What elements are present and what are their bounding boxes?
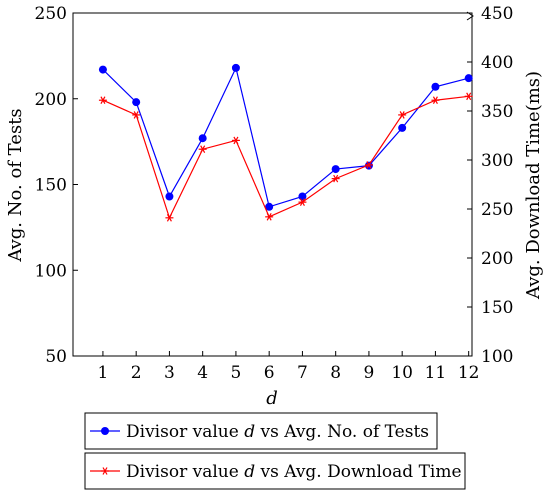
data-point: [431, 96, 440, 105]
plot-frame: [72, 11, 474, 357]
data-point: [331, 174, 340, 183]
right-tick-label: 100: [481, 347, 513, 367]
legend-marker-download: [101, 467, 109, 475]
legend-entry-tests: Divisor value d vs Avg. No. of Tests: [84, 412, 438, 450]
left-tick-label: 50: [45, 347, 67, 367]
x-tick-label: 8: [330, 363, 341, 383]
legend-marker-tests: [101, 427, 109, 435]
right-axis-ticks: 100 150 200 250 300 350 400 450: [467, 4, 513, 367]
series-2: [98, 92, 473, 222]
data-point: [198, 145, 207, 154]
right-axis-title: Avg. Download Time(ms): [523, 71, 544, 300]
data-point: [231, 136, 240, 145]
data-point: [298, 198, 307, 206]
x-tick-label: 3: [164, 363, 175, 383]
data-point: [364, 161, 373, 169]
plot-border: [72, 12, 473, 357]
left-tick-label: 150: [35, 176, 67, 196]
data-point: [464, 92, 473, 101]
left-tick-label: 250: [35, 4, 67, 24]
x-tick-label: 2: [131, 363, 142, 383]
data-point: [98, 65, 107, 74]
data-point: [165, 214, 174, 222]
legend-label-tests: Divisor value d vs Avg. No. of Tests: [126, 422, 429, 442]
x-tick-label: 6: [264, 363, 275, 383]
series-1: [98, 63, 473, 211]
series-layer: [98, 63, 473, 222]
right-tick-label: 250: [481, 200, 513, 220]
data-point: [132, 111, 141, 119]
data-point: [265, 213, 274, 221]
data-point: [331, 165, 340, 174]
data-point: [165, 192, 174, 201]
x-tick-label: 10: [391, 363, 413, 383]
data-point: [464, 74, 473, 83]
data-point: [398, 111, 407, 119]
data-point: [231, 63, 240, 72]
data-point: [132, 98, 141, 107]
data-point: [198, 134, 207, 143]
x-tick-label: 1: [98, 363, 109, 383]
legend-label-download: Divisor value d vs Avg. Download Time: [126, 462, 462, 482]
right-tick-label: 400: [481, 53, 513, 73]
left-tick-label: 100: [35, 261, 67, 281]
x-tick-label: 9: [364, 363, 375, 383]
data-point: [298, 192, 307, 201]
legend-box-download: [84, 452, 466, 490]
x-tick-label: 7: [297, 363, 308, 383]
right-tick-label: 300: [481, 151, 513, 171]
data-point: [98, 96, 107, 105]
x-tick-label: 12: [458, 363, 480, 383]
right-tick-label: 200: [481, 249, 513, 269]
x-tick-label: 4: [197, 363, 208, 383]
left-axis-ticks: 50 100 150 200 250: [35, 4, 78, 367]
legend-box-tests: [84, 412, 438, 450]
right-tick-label: 450: [481, 4, 513, 24]
x-axis-title: d: [266, 388, 278, 409]
legend-entry-download: Divisor value d vs Avg. Download Time: [84, 452, 466, 490]
right-tick-label: 150: [481, 298, 513, 318]
right-tick-label: 350: [481, 102, 513, 122]
x-tick-label: 5: [231, 363, 242, 383]
data-point: [398, 123, 407, 132]
series-line: [102, 66, 469, 208]
series-line: [102, 95, 469, 220]
left-axis-title: Avg. No. of Tests: [5, 108, 26, 262]
data-point: [431, 82, 440, 91]
x-tick-label: 11: [425, 363, 447, 383]
x-axis-ticks: 1 2 3 4 5 6 7 8 9 10 11 12: [98, 351, 480, 383]
left-tick-label: 200: [35, 90, 67, 110]
data-point: [265, 202, 274, 211]
